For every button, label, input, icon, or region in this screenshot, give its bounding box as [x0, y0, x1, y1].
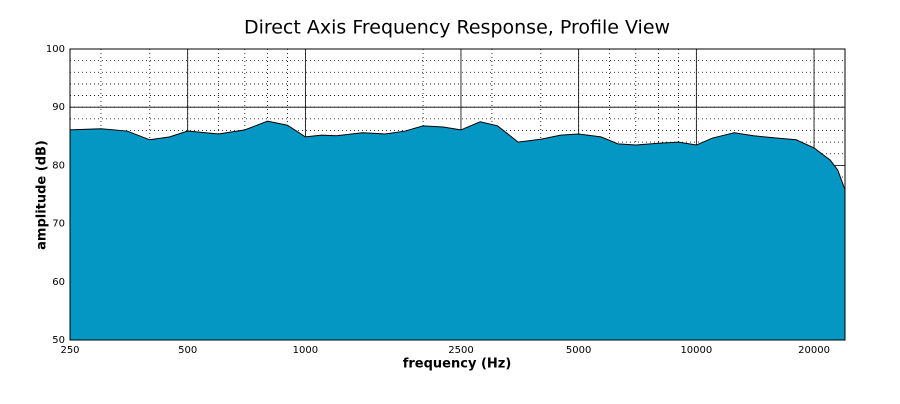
- y-tick-label: 80: [52, 160, 65, 171]
- y-tick-label: 60: [52, 277, 65, 288]
- x-tick-label: 500: [178, 345, 197, 356]
- plot-frame: [69, 48, 846, 341]
- x-tick-label: 1000: [293, 345, 318, 356]
- x-tick-label: 2500: [448, 345, 473, 356]
- y-axis-label: amplitude (dB): [35, 140, 50, 250]
- y-tick-label: 90: [52, 102, 65, 113]
- x-tick-label: 20000: [798, 345, 830, 356]
- x-axis-label: frequency (Hz): [403, 357, 512, 372]
- chart-title: Direct Axis Frequency Response, Profile …: [244, 17, 670, 39]
- y-tick-label: 50: [52, 335, 65, 346]
- x-tick-label: 250: [60, 345, 79, 356]
- x-tick-label: 10000: [680, 345, 712, 356]
- y-tick-label: 100: [46, 44, 65, 55]
- area: [69, 120, 846, 341]
- x-tick-label: 5000: [566, 345, 591, 356]
- y-tick-label: 70: [52, 219, 65, 230]
